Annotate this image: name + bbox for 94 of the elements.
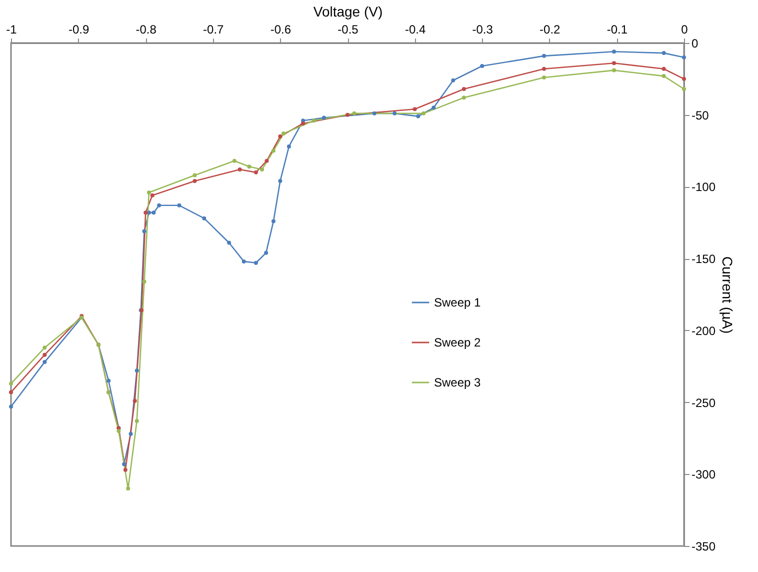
point [264, 250, 268, 255]
x-axis-title: Voltage (V) [313, 4, 383, 20]
point [286, 144, 291, 148]
x-tick-label: -0.2 [540, 22, 561, 36]
point [42, 352, 47, 357]
point [146, 190, 151, 194]
point [260, 167, 264, 172]
point [134, 418, 139, 423]
point [106, 378, 111, 383]
point [202, 216, 206, 220]
point [542, 54, 546, 58]
point [432, 106, 436, 110]
point [9, 390, 13, 394]
y-tick-label: -100 [692, 180, 716, 194]
point [352, 111, 356, 116]
point [192, 178, 197, 183]
point [150, 193, 154, 198]
point [134, 368, 139, 373]
point [142, 280, 146, 284]
point [451, 78, 456, 82]
y-tick-label: -50 [692, 108, 710, 122]
point [462, 96, 466, 100]
point [42, 346, 47, 350]
legend-label: Sweep 3 [434, 376, 482, 390]
y-tick-label: -350 [692, 540, 716, 554]
point [238, 167, 242, 172]
point [312, 118, 316, 123]
y-tick-label: -250 [692, 396, 716, 410]
point [278, 134, 282, 138]
point [416, 114, 420, 118]
point [146, 210, 151, 215]
x-tick-label: -0.8 [136, 22, 157, 36]
point [242, 259, 246, 264]
point [157, 203, 162, 208]
legend-label: Sweep 2 [434, 336, 482, 350]
point [682, 86, 686, 91]
point [412, 107, 417, 112]
point [264, 158, 269, 163]
point [126, 486, 130, 491]
point [122, 462, 126, 466]
point [271, 219, 276, 224]
point [278, 178, 282, 183]
point [462, 86, 466, 91]
point [271, 148, 276, 153]
point [142, 229, 146, 234]
point [282, 132, 286, 136]
point [542, 66, 546, 71]
point [392, 111, 397, 116]
y-tick-label: -200 [692, 324, 716, 338]
x-tick-label: -0.4 [404, 22, 426, 36]
x-tick-label: -0.3 [472, 22, 494, 36]
point [232, 158, 236, 163]
x-tick-label: -0.1 [606, 22, 628, 36]
point [612, 61, 616, 66]
point [662, 66, 666, 71]
point [144, 210, 148, 215]
point [9, 382, 13, 386]
x-tick-label: -0.5 [338, 22, 359, 36]
x-tick-label: 0 [681, 22, 688, 36]
point [612, 50, 616, 54]
legend-label: Sweep 1 [434, 296, 482, 310]
point [123, 468, 128, 472]
point [177, 203, 182, 208]
point [128, 432, 133, 436]
point [542, 75, 546, 80]
point [682, 55, 686, 60]
point [322, 116, 326, 120]
point [247, 164, 252, 169]
point [662, 51, 666, 56]
point [682, 76, 686, 81]
point [372, 111, 376, 116]
point [227, 240, 232, 245]
point [422, 111, 426, 116]
y-tick-label: -300 [692, 468, 716, 482]
point [480, 64, 484, 68]
point [132, 398, 137, 403]
x-tick-label: -0.6 [270, 22, 292, 36]
y-tick-label: -150 [692, 252, 716, 266]
point [662, 74, 666, 78]
point [42, 360, 47, 364]
point [612, 68, 616, 72]
point [116, 429, 121, 434]
x-tick-label: -0.9 [68, 22, 90, 36]
x-tick-label: -0.7 [203, 22, 224, 36]
x-tick-label: -1 [6, 22, 18, 36]
point [152, 210, 156, 215]
y-tick-label: 0 [692, 36, 698, 50]
point [9, 404, 13, 409]
point [192, 173, 197, 178]
y-axis-title: Current (µA) [720, 256, 736, 334]
point [346, 112, 350, 117]
point [254, 260, 258, 265]
point [254, 170, 258, 174]
point [301, 121, 306, 126]
